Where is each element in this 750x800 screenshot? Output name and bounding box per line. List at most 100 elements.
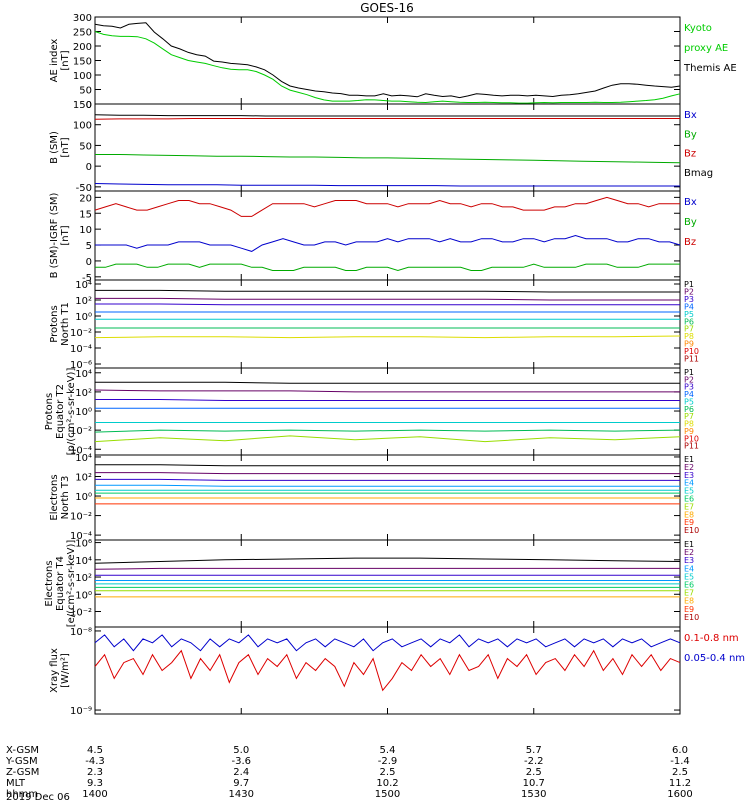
legend-entry: Themis AE [683, 63, 737, 74]
legend-entry: Bmag [684, 168, 713, 179]
series-line-E2 [95, 472, 680, 475]
ytick-label: 150 [73, 100, 92, 111]
series-line-By [95, 154, 681, 164]
xaxis-row-label: Y-GSM [5, 756, 38, 767]
legend-entry: Bx [684, 197, 697, 208]
date-label: 2019 Dec 06 [6, 792, 70, 800]
legend-entry: Bz [684, 149, 696, 160]
legend-entry: Bx [684, 110, 697, 121]
series-line-P6 [94, 429, 681, 433]
ytick-label: 10⁻⁴ [70, 531, 92, 542]
xaxis-row-label: Z-GSM [6, 767, 39, 778]
series-line-Bx [94, 183, 680, 187]
series-line-E1 [94, 557, 681, 564]
ytick-label: 10⁶ [75, 539, 92, 550]
legend-entry: By [684, 217, 697, 228]
xaxis-row-label: hhmm [6, 789, 38, 800]
ytick-label: 10⁴ [75, 556, 92, 567]
ytick-label: 10² [75, 388, 92, 399]
panel-frame-1 [94, 103, 681, 192]
ytick-label: 10⁻⁴ [70, 445, 92, 456]
ytick-label: 10² [75, 573, 92, 584]
panel-frame-0 [94, 16, 681, 105]
legend-entry: Kyoto [684, 23, 712, 34]
legend-entry: E1 [684, 540, 694, 549]
series-line-By [95, 263, 680, 272]
legend-entry: E8 [684, 510, 694, 519]
ytick-label: 200 [73, 42, 92, 53]
ytick-label: 100 [73, 71, 92, 82]
xaxis-tick-label: 5.0 [233, 745, 249, 756]
legend-entry: P1 [684, 368, 694, 377]
xaxis-tick-label: 5.4 [380, 745, 396, 756]
ylabel-line: [nT] [60, 137, 71, 157]
legend-entry: 0.05-0.4 nm [684, 653, 745, 664]
legend-entry: E3 [684, 471, 694, 480]
series-line-E1 [95, 464, 680, 467]
ylabel-line: [e/(cm²-s-sr-keV)] [66, 540, 77, 628]
series-line-E4 [95, 484, 680, 487]
series-line-P3 [95, 303, 680, 306]
legend-entry: P6 [684, 317, 694, 326]
ytick-label: 10⁴ [75, 453, 92, 464]
legend-entry: E2 [684, 548, 694, 557]
series-line-0-05-0-4-nm [94, 634, 681, 652]
ylabel-line: Protons [49, 305, 60, 342]
ytick-label: 10⁰ [75, 590, 92, 601]
legend-entry: 0.1-0.8 nm [684, 633, 739, 644]
legend-entry: P4 [684, 302, 694, 311]
panel-frame-3 [94, 279, 681, 369]
ylabel-line: Electrons [44, 560, 55, 606]
xaxis-tick-label: 2.5 [526, 767, 542, 778]
xaxis-tick-label: 1430 [229, 789, 254, 800]
legend-entry: P2 [684, 375, 694, 384]
xaxis-tick-label: 11.2 [669, 778, 691, 789]
legend-entry: E8 [684, 597, 694, 606]
ylabel-line: Xray flux [49, 648, 60, 693]
legend-entry: P3 [684, 295, 694, 304]
xaxis-tick-label: 2.5 [672, 767, 688, 778]
ytick-label: 10⁻⁶ [70, 360, 92, 371]
legend-entry: P11 [684, 442, 699, 451]
legend-entry: P10 [684, 347, 699, 356]
legend-entry: P6 [684, 405, 694, 414]
legend-entry: P9 [684, 340, 694, 349]
legend-entry: E3 [684, 556, 694, 565]
xaxis-tick-label: 2.3 [87, 767, 103, 778]
legend-entry: P11 [684, 355, 699, 364]
ylabel-line: [nT] [60, 225, 71, 245]
xaxis-tick-label: -1.4 [670, 756, 690, 767]
panel-frame-2 [94, 190, 681, 281]
legend-entry: P4 [684, 390, 694, 399]
series-line-P2 [94, 389, 680, 393]
ytick-label: 5 [86, 241, 92, 252]
legend-entry: P8 [684, 332, 694, 341]
legend-entry: P5 [684, 310, 694, 319]
legend-entry: P5 [684, 397, 694, 406]
legend-entry: proxy AE [684, 43, 728, 54]
legend-entry: P1 [684, 280, 694, 289]
ytick-label: 10⁰ [75, 407, 92, 418]
legend-entry: E10 [684, 613, 699, 622]
legend-entry: E4 [684, 479, 694, 488]
legend-entry: E1 [684, 455, 694, 464]
ytick-label: 300 [73, 13, 92, 24]
ytick-label: 10⁻² [70, 328, 92, 339]
xaxis-tick-label: -2.2 [524, 756, 544, 767]
legend-entry: E10 [684, 526, 699, 535]
legend-entry: E9 [684, 605, 694, 614]
legend-entry: E4 [684, 564, 694, 573]
ylabel-line: AE index [49, 39, 60, 83]
xaxis-tick-label: 6.0 [672, 745, 688, 756]
legend-entry: P9 [684, 427, 694, 436]
ytick-label: -50 [76, 183, 92, 194]
series-line-0-1-0-8-nm [94, 649, 681, 692]
ylabel-line: Electrons [49, 474, 60, 520]
xaxis-tick-label: 9.7 [233, 778, 249, 789]
ytick-label: 10² [75, 296, 92, 307]
ytick-label: 50 [79, 141, 92, 152]
ytick-label: 10⁻² [70, 426, 92, 437]
legend-entry: P2 [684, 287, 694, 296]
xaxis-tick-label: -3.6 [231, 756, 251, 767]
